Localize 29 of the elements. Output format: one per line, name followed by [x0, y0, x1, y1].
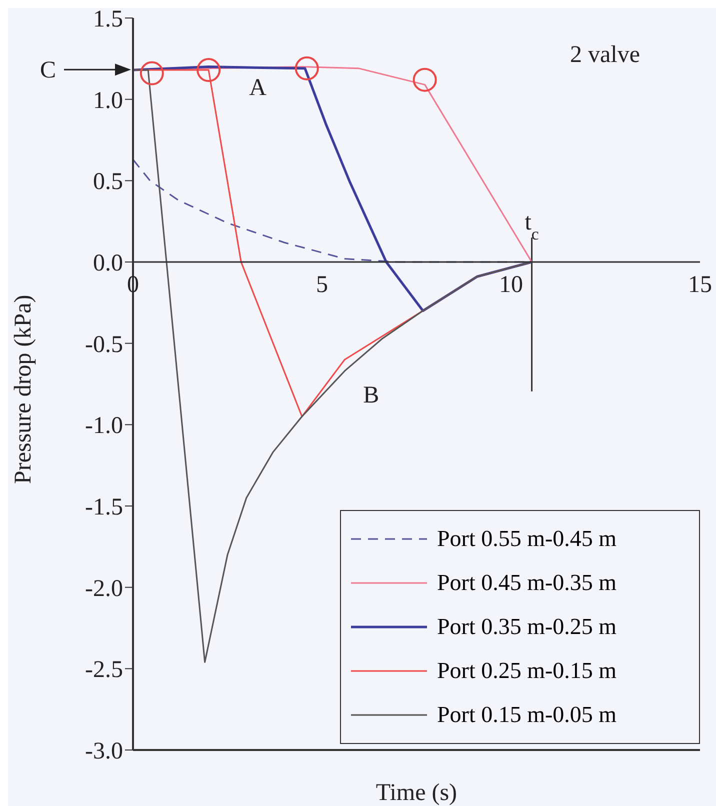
y-tick-label: 0.5	[93, 169, 123, 196]
y-tick-label: 1.5	[93, 6, 123, 33]
y-tick-label: -1.0	[85, 413, 123, 440]
point	[412, 68, 437, 92]
legend-label: Port 0.25 m-0.15 m	[437, 658, 617, 684]
ref-line-label: t$_{c}$	[524, 210, 539, 244]
y-tick-label: 0.0	[93, 250, 123, 277]
legend-label: Port 0.45 m-0.35 m	[437, 570, 617, 596]
annotation: A	[249, 74, 268, 101]
point	[140, 61, 164, 86]
point	[294, 56, 319, 80]
y-tick-label: -3.0	[85, 738, 123, 765]
y-tick-label: -0.5	[85, 332, 123, 358]
x-tick-label: 15	[688, 272, 712, 298]
annotation: 2 valve	[570, 42, 640, 68]
y-axis-title: Pressure drop (kPa)	[10, 294, 37, 484]
x-axis-title: Time (s)	[376, 780, 458, 806]
x-tick-label: 5	[316, 272, 328, 298]
legend-label: Port 0.55 m-0.45 m	[437, 526, 617, 552]
legend-label: Port 0.35 m-0.25 m	[437, 614, 617, 640]
y-tick-label: 1.0	[93, 88, 123, 114]
point	[196, 58, 221, 82]
y-tick-label: -2.5	[85, 657, 123, 684]
y-tick-label: -1.5	[85, 494, 123, 521]
x-tick-label: 10	[499, 272, 523, 298]
annotation: B	[363, 382, 380, 408]
y-tick-label: -2.0	[85, 576, 123, 602]
text: C	[40, 58, 56, 84]
legend-label: Port 0.15 m-0.05 m	[437, 702, 617, 728]
